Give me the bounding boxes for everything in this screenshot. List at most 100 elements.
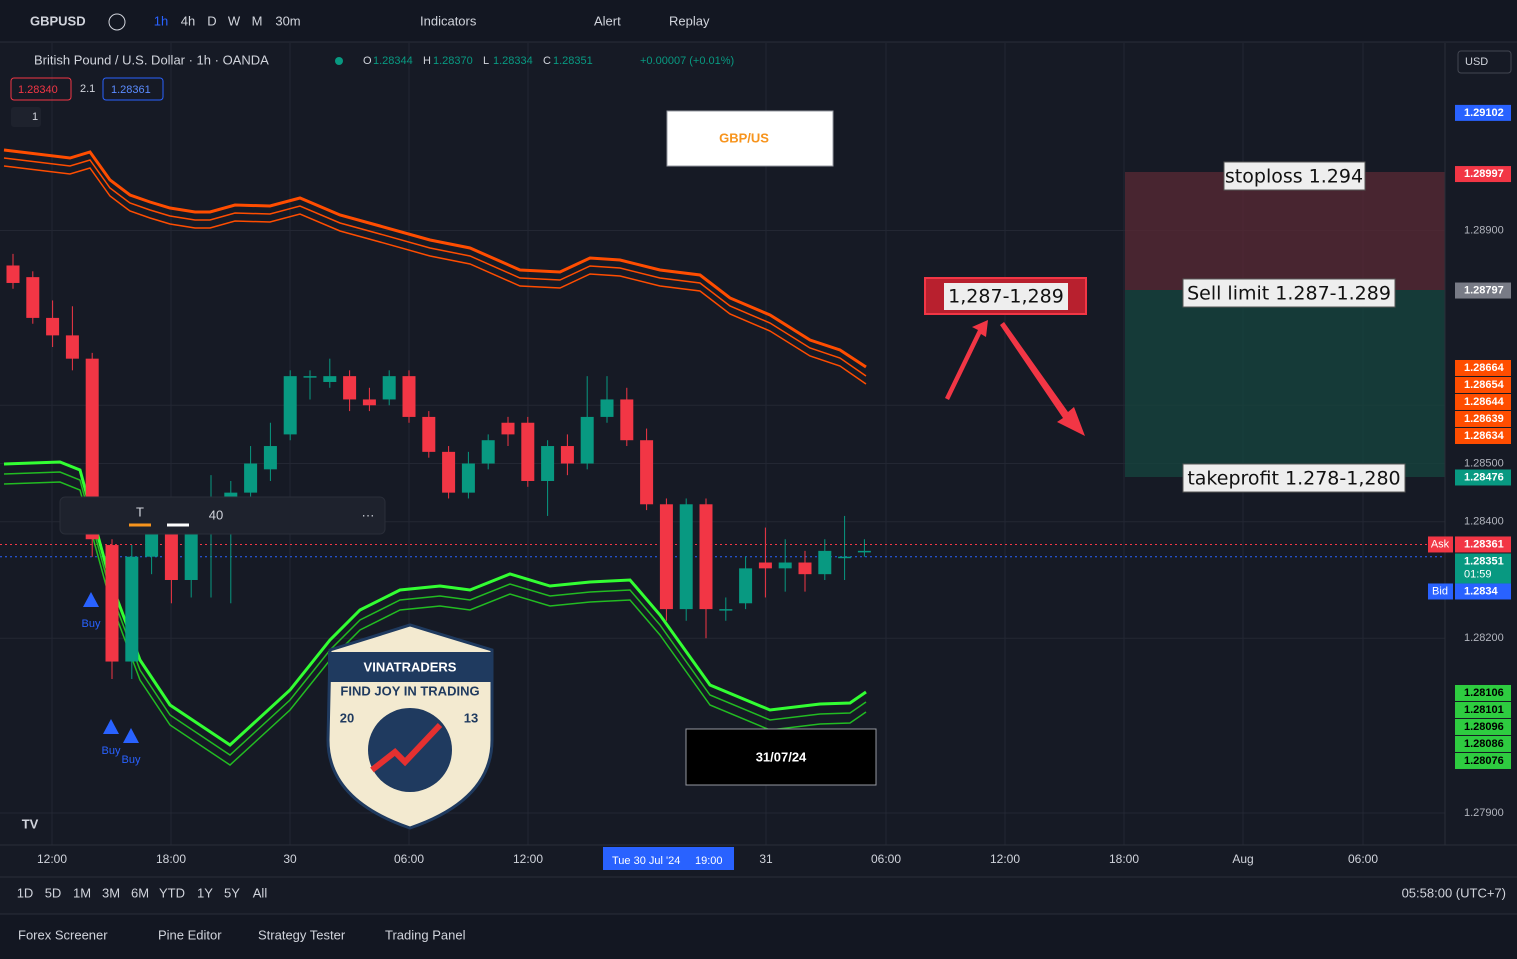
interval[interactable]: D: [207, 13, 216, 28]
interval[interactable]: W: [228, 13, 241, 28]
price-marker-label: 1.28076: [1464, 755, 1504, 767]
range-button[interactable]: 1Y: [197, 885, 213, 900]
ohlc-key: C: [543, 55, 551, 67]
interval[interactable]: 4h: [181, 13, 195, 28]
price-marker: [1455, 376, 1511, 393]
tv-logo: TV: [22, 816, 39, 831]
candle-body: [362, 399, 376, 406]
price-marker: [1455, 410, 1511, 427]
x-tick-label: 06:00: [394, 852, 424, 866]
line-width[interactable]: 40: [209, 507, 223, 522]
currency-box[interactable]: [1457, 50, 1512, 74]
x-tick-label: Aug: [1232, 852, 1253, 866]
range-button[interactable]: 1D: [17, 885, 34, 900]
candle-body: [105, 545, 119, 662]
candle-body: [323, 376, 337, 382]
range-button[interactable]: All: [253, 885, 268, 900]
ohlc-value: 1.28344: [373, 55, 413, 67]
price-marker: [1455, 752, 1511, 769]
x-tick-label: 06:00: [871, 852, 901, 866]
price-tag: Ask: [1431, 538, 1450, 550]
bid-box: 1.28340: [18, 84, 58, 96]
range-button[interactable]: 1M: [73, 885, 91, 900]
ranges: 1D 5D 1M 3M 6M YTD 1Y 5Y All: [17, 885, 268, 900]
candle-body: [125, 556, 139, 662]
candle-body: [461, 463, 475, 493]
replay-button[interactable]: Replay: [669, 13, 710, 28]
price-marker-label: 1.28664: [1464, 362, 1505, 374]
sell-box[interactable]: [10, 77, 72, 101]
takeprofit-label: takeprofit 1.278-1,280: [1187, 468, 1400, 490]
price-marker: [1455, 359, 1511, 376]
candle-body: [620, 399, 634, 441]
candle-body: [719, 609, 733, 611]
change: +0.00007 (+0.01%): [640, 55, 734, 67]
indicators-button[interactable]: Indicators: [420, 13, 477, 28]
upper-band: [3, 148, 867, 385]
buy-signal: Buy: [82, 618, 101, 630]
range-button[interactable]: 6M: [131, 885, 149, 900]
candle-body: [283, 376, 297, 435]
candle-body: [758, 562, 772, 569]
candle-body: [6, 265, 20, 283]
more-tool[interactable]: ···: [362, 507, 375, 522]
stoploss-zone: [1125, 172, 1445, 290]
price-marker-label: 1.2834: [1464, 585, 1499, 597]
y-tick-label: 1.27900: [1464, 807, 1504, 819]
range-button[interactable]: 5Y: [224, 885, 240, 900]
buy-signal: Buy: [122, 754, 141, 766]
x-tick-label: 12:00: [990, 852, 1020, 866]
range-button[interactable]: 5D: [45, 885, 62, 900]
arrow-up: [945, 320, 988, 400]
interval[interactable]: 30m: [275, 13, 300, 28]
x-tick-label: 18:00: [1109, 852, 1139, 866]
interval[interactable]: 1h: [154, 13, 168, 28]
lots: 1: [32, 111, 38, 123]
price-marker: [1455, 735, 1511, 752]
buy-arrow: [123, 728, 139, 743]
bottom-panel: [0, 914, 1517, 959]
y-tick-label: 1.28400: [1464, 516, 1504, 528]
price-marker: [1455, 427, 1511, 444]
range-button[interactable]: 3M: [102, 885, 120, 900]
candle-body: [600, 399, 614, 417]
symbol[interactable]: GBPUSD: [30, 13, 86, 28]
arrow-down: [1000, 322, 1085, 436]
candle-body: [85, 358, 99, 540]
x-axis: 12:00 18:00 30 06:00 12:00 31 06:00 12:00 18:00 A…: [37, 847, 1378, 870]
logo-name: VINATRADERS: [364, 659, 457, 674]
y-tick-label: 1.28500: [1464, 457, 1504, 469]
panel-tab[interactable]: Pine Editor: [158, 927, 222, 942]
panel-tab[interactable]: Forex Screener: [18, 927, 108, 942]
add-symbol[interactable]: [108, 13, 126, 31]
candle-body: [303, 376, 317, 378]
candle-body: [739, 568, 753, 604]
price-marker-label: 1.28096: [1464, 721, 1504, 733]
alert-button[interactable]: Alert: [594, 13, 621, 28]
x-tick-label: 12:00: [37, 852, 67, 866]
candle-body: [679, 504, 693, 610]
price-marker: [1455, 393, 1511, 410]
price-marker-label: 1.28351: [1464, 555, 1504, 567]
takeprofit-zone: [1125, 290, 1445, 477]
clock: 05:58:00 (UTC+7): [1402, 885, 1506, 900]
currency[interactable]: USD: [1465, 56, 1488, 68]
price-marker: [1455, 553, 1511, 584]
price-marker-label: 1.28086: [1464, 738, 1504, 750]
price-marker-label: 1.28476: [1464, 471, 1504, 483]
price-marker-label: 1.28634: [1464, 430, 1505, 442]
price-marker-label: 1.28361: [1464, 538, 1504, 550]
buy-box[interactable]: [102, 77, 164, 101]
price-tag-bg: [1428, 536, 1453, 553]
interval[interactable]: M: [252, 13, 263, 28]
price-marker-label: 1.28654: [1464, 379, 1505, 391]
takeprofit-box: [1182, 463, 1406, 493]
candle-body: [46, 317, 60, 336]
text-tool[interactable]: T: [136, 504, 144, 519]
candle-body: [402, 376, 416, 417]
range-button[interactable]: YTD: [159, 885, 185, 900]
lots-box[interactable]: [11, 107, 41, 127]
panel-tab[interactable]: Strategy Tester: [258, 927, 346, 942]
panel-tab[interactable]: Trading Panel: [385, 927, 466, 942]
